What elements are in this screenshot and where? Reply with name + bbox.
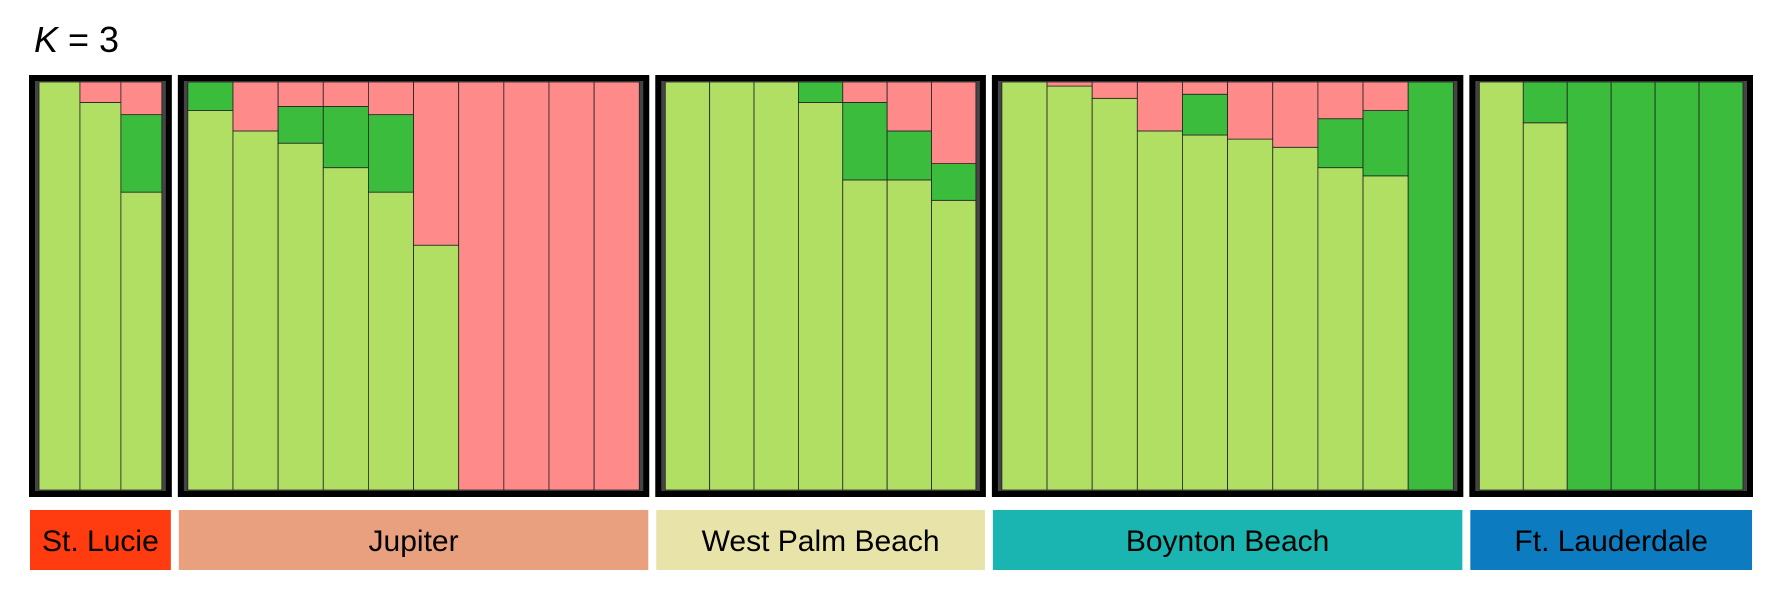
bar-boynton-beach-5-light-green [1182,134,1229,491]
bar-jupiter-3-dark-green [277,106,324,144]
bar-jupiter-5-dark-green [368,114,414,193]
bar-west-palm-beach-7-light-green [931,199,977,491]
bar-jupiter-9-pink [548,81,595,491]
bar-boynton-beach-2-pink [1046,81,1093,87]
bar-jupiter-1-dark-green [187,81,234,111]
bar-jupiter-4-pink [322,81,369,107]
bar-boynton-beach-4-light-green [1136,130,1183,491]
bar-ft-lauderdale-5-dark-green [1654,81,1700,491]
bar-jupiter-10-pink [593,81,640,491]
bar-ft-lauderdale-2-light-green [1522,122,1568,491]
bar-west-palm-beach-2-light-green [709,81,755,491]
bar-boynton-beach-3-light-green [1091,97,1138,491]
bar-st-lucie-3-light-green [120,191,163,491]
bar-st-lucie-1-light-green [38,81,81,491]
population-frame-st-lucie [29,75,172,497]
bar-ft-lauderdale-2-dark-green [1522,81,1568,124]
bar-st-lucie-2-pink [79,81,122,103]
bar-jupiter-7-pink [458,81,505,491]
bar-boynton-beach-2-light-green [1046,85,1093,491]
bar-west-palm-beach-7-pink [931,81,977,164]
bar-jupiter-6-pink [413,81,460,246]
bar-ft-lauderdale-6-dark-green [1698,81,1744,491]
bar-west-palm-beach-6-dark-green [886,130,932,181]
bar-west-palm-beach-4-dark-green [797,81,844,103]
bar-jupiter-5-pink [368,81,414,116]
bar-boynton-beach-3-pink [1091,81,1138,99]
population-label-box-boynton-beach [992,510,1463,570]
bar-boynton-beach-6-light-green [1227,138,1274,491]
bar-ft-lauderdale-4-dark-green [1610,81,1656,491]
bar-west-palm-beach-5-dark-green [842,102,888,181]
population-frame-ft-lauderdale [1469,75,1754,497]
population-label-box-ft-lauderdale [1470,510,1752,570]
bar-boynton-beach-8-pink [1317,81,1364,120]
population-label-ft-lauderdale: Ft. Lauderdale [1514,525,1707,558]
population-label-box-st-lucie [30,510,171,570]
title-k: K [34,19,60,60]
population-label-st-lucie: St. Lucie [42,525,159,558]
bar-boynton-beach-9-pink [1362,81,1409,111]
bar-st-lucie-2-light-green [79,102,122,491]
population-frame-boynton-beach [991,75,1464,497]
bar-boynton-beach-9-light-green [1362,175,1409,491]
population-label-jupiter: Jupiter [369,525,459,558]
bar-west-palm-beach-6-light-green [886,179,932,491]
bar-jupiter-2-pink [232,81,279,132]
population-label-bar: St. Lucie Jupiter West Palm Beach Boynton B… [30,510,1752,570]
bar-jupiter-8-pink [503,81,550,491]
bar-boynton-beach-7-light-green [1272,146,1319,491]
bar-jupiter-4-light-green [322,167,369,491]
bar-boynton-beach-8-light-green [1317,167,1364,491]
bar-boynton-beach-6-pink [1227,81,1274,140]
population-label-box-west-palm-beach [656,510,985,570]
population-label-west-palm-beach: West Palm Beach [702,525,940,558]
bar-west-palm-beach-4-light-green [797,102,844,491]
chart-title: K = 3 [34,19,119,60]
bar-boynton-beach-9-dark-green [1362,110,1409,177]
population-frame-west-palm-beach [655,75,986,497]
bar-jupiter-5-light-green [368,191,414,491]
bar-jupiter-2-light-green [232,130,279,491]
bar-boynton-beach-4-pink [1136,81,1183,132]
population-frames [29,75,1754,497]
bar-boynton-beach-1-light-green [1001,81,1048,491]
title-rest: = 3 [58,19,119,60]
population-label-box-jupiter [178,510,649,570]
bar-boynton-beach-8-dark-green [1317,118,1364,169]
bar-boynton-beach-10-dark-green [1407,81,1454,491]
population-frame-jupiter [177,75,650,497]
bar-boynton-beach-5-pink [1182,81,1229,95]
bar-west-palm-beach-6-pink [886,81,932,132]
bar-jupiter-3-light-green [277,142,324,491]
bar-west-palm-beach-7-dark-green [931,163,977,201]
bar-boynton-beach-7-pink [1272,81,1319,148]
bars-layer [30,76,1752,496]
bar-jupiter-1-light-green [187,110,234,491]
bar-st-lucie-3-dark-green [120,114,163,193]
bar-west-palm-beach-1-light-green [664,81,711,491]
bar-st-lucie-3-pink [120,81,163,116]
bar-jupiter-6-light-green [413,244,460,491]
bar-jupiter-4-dark-green [322,106,369,169]
bar-ft-lauderdale-3-dark-green [1566,81,1612,491]
bar-west-palm-beach-3-light-green [753,81,799,491]
population-label-boynton-beach: Boynton Beach [1126,525,1329,558]
bar-west-palm-beach-5-pink [842,81,888,103]
bar-ft-lauderdale-1-light-green [1478,81,1524,491]
bar-west-palm-beach-5-light-green [842,179,888,491]
bar-jupiter-3-pink [277,81,324,107]
bar-boynton-beach-5-dark-green [1182,93,1229,136]
